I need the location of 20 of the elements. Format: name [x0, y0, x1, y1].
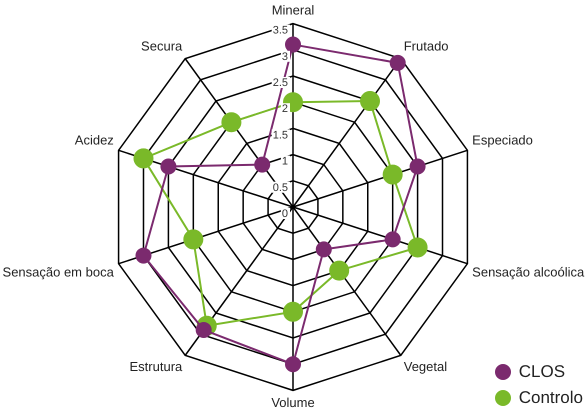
y-tick-label: 1 — [282, 156, 288, 168]
spoke-label: Vegetal — [404, 358, 448, 374]
spoke-label: Estrutura — [130, 358, 184, 374]
legend-label: Controlo — [518, 388, 583, 408]
spoke-label: Volume — [271, 394, 315, 410]
spoke-label: Sensação alcoólica — [472, 264, 585, 280]
spoke-label: Acidez — [74, 132, 114, 148]
y-tick-label: 1.5 — [272, 129, 288, 142]
spoke-label: Mineral — [272, 2, 314, 18]
spoke-label: Secura — [141, 38, 184, 54]
legend-label: CLOS — [518, 362, 566, 382]
y-tick-label: 2 — [282, 103, 288, 116]
spoke-label: Sensação em boca — [2, 264, 115, 280]
y-tick-label: 0 — [282, 208, 288, 220]
y-tick-label: 2.5 — [272, 77, 288, 90]
y-tick-label: 0.5 — [272, 182, 288, 194]
y-tick-label: 3.5 — [272, 24, 288, 37]
spoke-label: Especiado — [472, 132, 533, 148]
spoke-label: Frutado — [404, 38, 449, 54]
y-tick-label: 3 — [282, 50, 288, 63]
